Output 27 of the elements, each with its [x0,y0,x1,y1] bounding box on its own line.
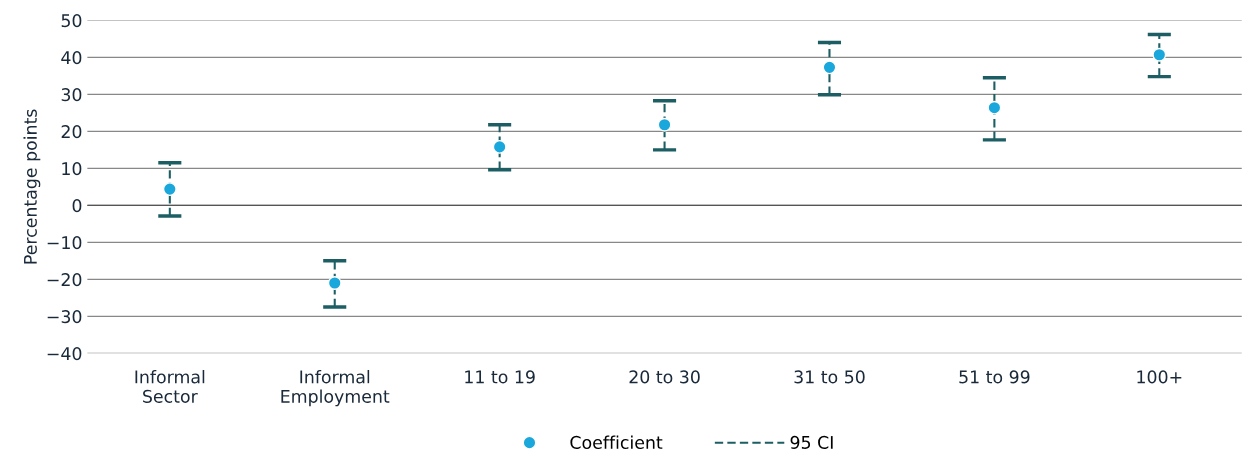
x-tick-label: 31 to 50 [794,370,865,384]
point [1152,47,1167,62]
y-tick-label: 20 [61,125,82,139]
y-tick-label: −30 [47,310,82,324]
x-tick-label: Informal Employment [281,370,390,407]
text: 95 CI [790,435,833,449]
x-tick-label: Informal Sector [135,370,205,403]
x-tick-label: 11 to 19 [465,370,535,384]
y-tick-label: 0 [72,199,82,213]
point [822,60,837,75]
y-tick-label: −20 [47,273,82,287]
x-tick-label: 20 to 30 [629,370,700,384]
y-tick-label: −40 [47,347,82,361]
y-tick-label: 40 [61,51,82,65]
x-tick-label: 100+ [1137,370,1182,384]
point [657,117,672,132]
y-tick-label: 10 [62,162,82,176]
y-axis-title: Percentage points [23,109,41,264]
legend-label: Coefficient [570,435,663,449]
point [162,182,177,197]
y-tick-label: 50 [61,14,82,28]
x-tick-label: 51 to 99 [959,370,1030,384]
point [492,139,507,154]
y-tick-label: 30 [61,88,82,102]
point [987,100,1002,115]
y-tick-label: −10 [47,236,82,250]
point [327,276,342,290]
